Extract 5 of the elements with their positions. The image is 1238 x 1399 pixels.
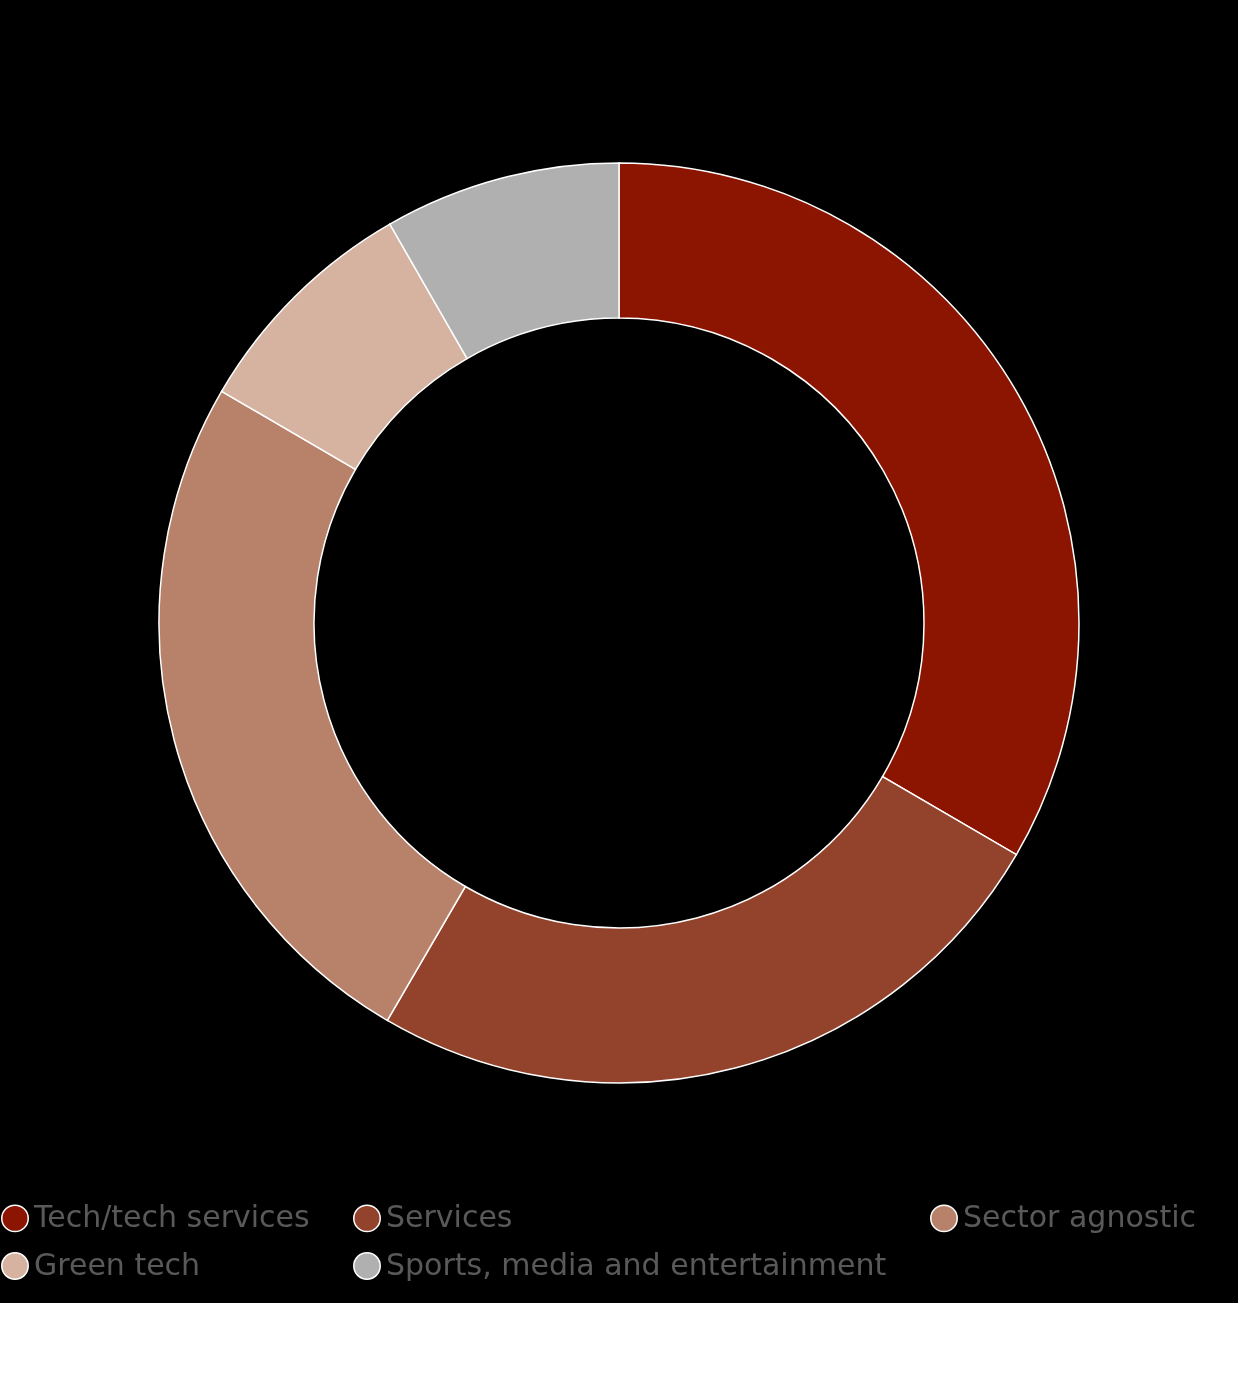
legend-label: Sector agnostic [963, 1199, 1196, 1235]
legend-label: Services [386, 1199, 513, 1235]
legend-label: Tech/tech services [33, 1199, 310, 1235]
legend-label: Sports, media and entertainment [386, 1247, 887, 1282]
legend-label: Green tech [34, 1247, 201, 1282]
